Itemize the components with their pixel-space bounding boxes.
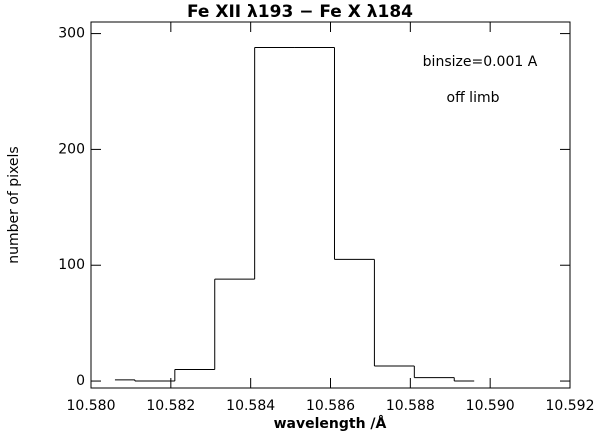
x-tick-label: 10.590 [466,398,515,414]
annotation: off limb [447,90,500,106]
x-tick-label: 10.584 [226,398,275,414]
x-axis-label: wavelength /Å [274,415,387,432]
annotation: binsize=0.001 A [423,54,538,70]
y-tick-label: 200 [58,141,85,157]
chart-title: Fe XII λ193 − Fe X λ184 [187,2,413,22]
plot-frame [90,21,571,389]
x-tick-label: 10.588 [386,398,435,414]
x-tick-label: 10.580 [67,398,116,414]
y-tick-label: 300 [58,26,85,42]
x-tick-label: 10.582 [146,398,195,414]
y-tick-label: 100 [58,257,85,273]
x-tick-label: 10.586 [306,398,355,414]
y-axis-label: number of pixels [6,146,22,263]
y-tick-label: 0 [76,373,85,389]
x-tick-label: 10.592 [546,398,595,414]
